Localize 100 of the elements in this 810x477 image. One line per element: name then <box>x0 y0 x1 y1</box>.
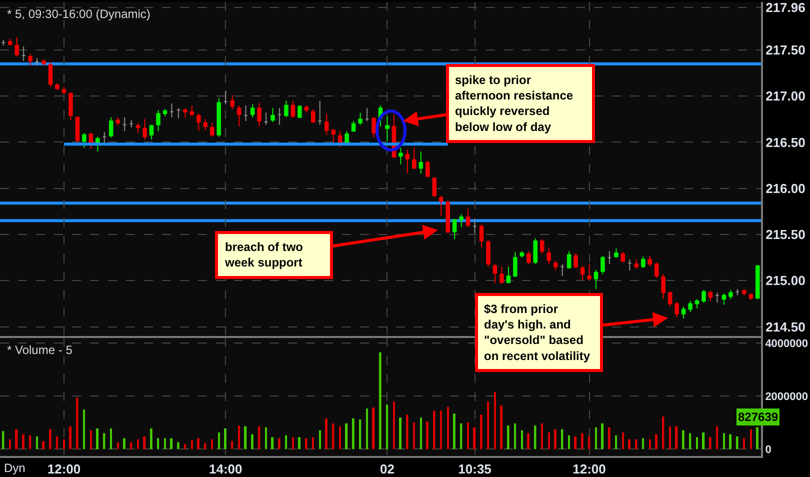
bar <box>601 423 604 450</box>
bar <box>561 429 564 450</box>
annotation: spike to prior afternoon resistance quickly reversed below low of day <box>455 73 574 134</box>
bar <box>211 439 213 450</box>
bar <box>164 438 166 450</box>
candlestick <box>108 116 114 138</box>
bar <box>426 422 428 450</box>
bar <box>723 433 725 450</box>
candlestick <box>116 116 120 126</box>
candlestick <box>438 195 444 217</box>
candlestick <box>223 90 228 105</box>
candlestick <box>8 38 12 46</box>
candlestick <box>580 265 585 280</box>
bar <box>345 423 348 450</box>
candlestick <box>459 214 464 228</box>
x-tick-label: 10:35 <box>458 462 492 477</box>
candlestick <box>385 116 390 142</box>
x-tick-label: 14:00 <box>208 462 242 477</box>
bar <box>49 429 52 450</box>
bar <box>460 423 462 450</box>
bar <box>393 402 395 450</box>
bar <box>507 426 510 450</box>
bar <box>56 436 58 450</box>
bar <box>244 426 247 450</box>
candlestick <box>264 112 268 126</box>
candlestick <box>735 288 740 296</box>
bar <box>170 438 173 450</box>
candlestick <box>162 108 168 117</box>
candlestick <box>533 238 538 265</box>
candlestick <box>688 300 692 313</box>
candlestick <box>372 116 376 138</box>
bar <box>258 426 260 450</box>
candlestick <box>748 293 754 301</box>
candlestick <box>230 94 234 110</box>
candlestick <box>492 264 498 284</box>
candlestick <box>728 289 733 300</box>
candlestick <box>722 293 726 306</box>
bar <box>319 430 321 450</box>
bar <box>352 418 354 450</box>
bar <box>696 437 698 450</box>
bar <box>702 432 705 450</box>
candlestick <box>55 82 60 90</box>
candlestick <box>708 290 713 302</box>
y-tick-label: 217.96 <box>766 0 806 16</box>
candlestick <box>628 258 632 271</box>
y-tick-label: 0 <box>765 444 772 456</box>
bar <box>655 434 658 450</box>
bar <box>265 427 267 450</box>
candlestick <box>526 250 531 265</box>
bar <box>440 410 442 450</box>
candlestick <box>432 176 437 198</box>
candlestick <box>34 58 40 66</box>
candlestick <box>472 218 477 234</box>
bar <box>143 436 146 450</box>
x-tick-label: 12:00 <box>47 462 81 477</box>
candlestick <box>566 250 572 270</box>
candlestick <box>594 269 598 290</box>
bar <box>675 426 678 450</box>
bar <box>96 428 98 450</box>
candlestick <box>668 291 672 307</box>
candlestick <box>641 256 646 268</box>
bar <box>42 441 45 450</box>
bar <box>2 431 4 450</box>
candlestick <box>634 258 639 270</box>
candlestick <box>311 108 316 124</box>
bar <box>527 433 530 450</box>
bar <box>406 414 408 450</box>
chart-title: * 5, 09:30-16:00 (Dynamic) <box>7 7 150 21</box>
candlestick <box>398 147 403 165</box>
candlestick <box>600 255 605 275</box>
candlestick <box>351 120 356 132</box>
bar <box>399 418 402 450</box>
bar <box>615 435 618 450</box>
candlestick <box>62 86 66 95</box>
bar <box>372 407 375 450</box>
candlestick <box>14 36 19 57</box>
candlestick <box>418 150 424 174</box>
bar <box>521 430 523 450</box>
candlestick <box>82 132 86 148</box>
y-tick-label: 216.00 <box>766 180 806 196</box>
bar <box>473 427 476 450</box>
bar <box>682 430 684 450</box>
bar <box>298 437 301 450</box>
candlestick <box>129 120 134 128</box>
candlestick <box>318 100 322 126</box>
chart-title: * Volume - 5 <box>7 343 73 357</box>
bar <box>271 437 274 450</box>
candlestick <box>553 260 558 271</box>
bar <box>453 414 456 450</box>
candlestick <box>284 100 288 118</box>
candlestick <box>277 108 282 126</box>
bar <box>292 437 294 450</box>
bar <box>386 404 388 450</box>
candlestick <box>170 102 174 118</box>
candlestick <box>466 208 470 228</box>
candlestick <box>244 104 248 122</box>
candlestick <box>587 264 592 282</box>
bar <box>581 433 584 450</box>
bar <box>574 436 577 450</box>
y-tick-label: 2000000 <box>765 390 808 403</box>
